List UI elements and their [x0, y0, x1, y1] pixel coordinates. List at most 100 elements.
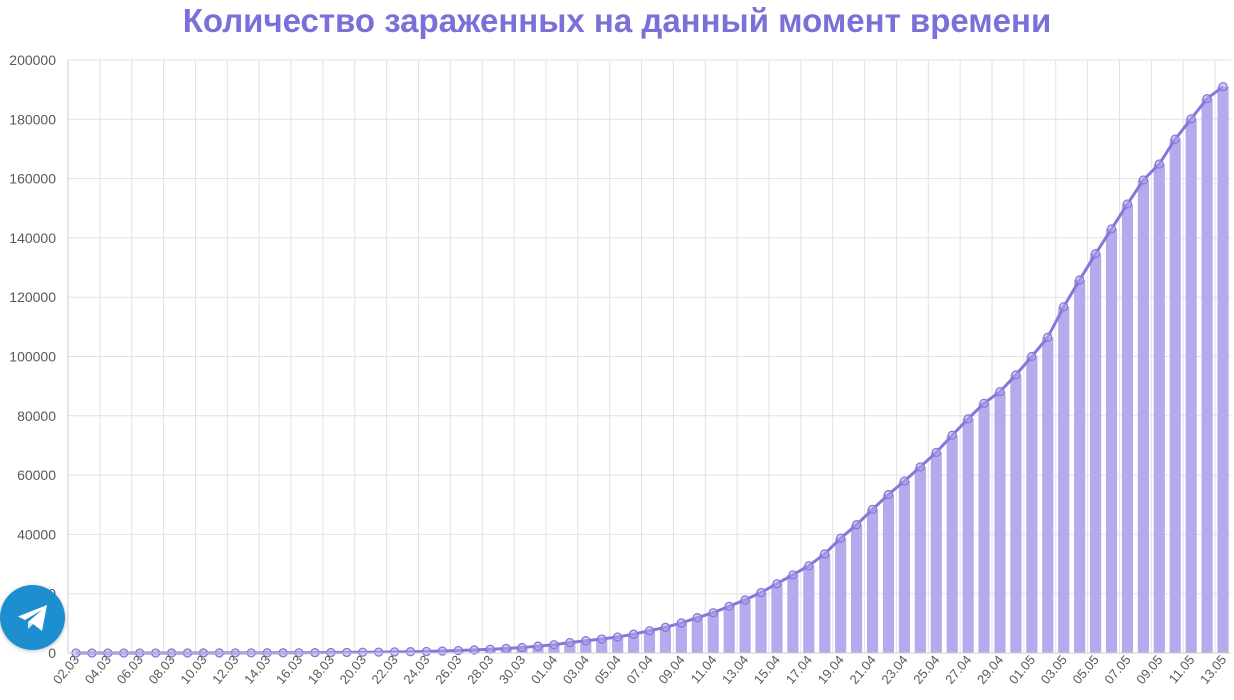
y-tick-label: 100000 [9, 349, 56, 365]
line-series [71, 82, 1228, 658]
x-tick-label: 28.03 [464, 652, 496, 687]
data-point [724, 601, 734, 611]
data-point [1106, 224, 1117, 234]
bar [1169, 139, 1181, 653]
data-point [421, 646, 432, 657]
x-tick-label: 20.03 [337, 652, 369, 687]
bar [882, 494, 895, 653]
x-tick-label: 18.03 [305, 652, 337, 687]
x-tick-label: 19.04 [815, 652, 847, 687]
bar [898, 481, 910, 653]
y-tick-label: 80000 [17, 408, 56, 424]
bar [1010, 374, 1022, 653]
chart-axes [67, 60, 1231, 654]
bar [1153, 163, 1165, 654]
bar [596, 638, 608, 653]
data-point [549, 640, 559, 650]
data-point [1090, 249, 1101, 259]
bar [723, 606, 735, 653]
bar [643, 630, 656, 653]
data-point [867, 504, 878, 515]
x-tick-label: 09.05 [1133, 652, 1165, 687]
data-point [358, 647, 368, 657]
x-tick-label: 11.05 [1166, 652, 1198, 686]
x-tick-label: 07.05 [1101, 652, 1133, 687]
x-tick-label: 06.03 [114, 652, 146, 687]
y-tick-label: 0 [48, 645, 56, 661]
data-point [565, 637, 575, 648]
data-point [851, 520, 862, 530]
bar [771, 583, 783, 653]
x-axis-ticks: 02.03 04.03 06.03 08.03 10.03 12.03 14.03 16.03… [50, 652, 1229, 687]
bar [787, 574, 799, 653]
x-tick-label: 30.03 [496, 652, 528, 687]
data-point [692, 613, 702, 623]
data-point [660, 622, 671, 632]
bar [659, 627, 672, 653]
data-point [883, 489, 894, 500]
data-point [1027, 351, 1037, 362]
bar [707, 612, 719, 653]
y-tick-label: 60000 [17, 467, 56, 483]
x-tick-label: 05.04 [592, 652, 624, 687]
x-tick-label: 10.03 [177, 652, 209, 687]
x-tick-label: 29.04 [974, 652, 1006, 687]
data-point [1170, 134, 1180, 144]
data-point [740, 595, 750, 605]
x-tick-label: 13.04 [719, 652, 751, 687]
bar [627, 634, 640, 653]
x-tick-label: 03.05 [1038, 652, 1070, 687]
data-point [947, 430, 957, 440]
data-point [979, 398, 989, 408]
chart-grid [67, 59, 1231, 654]
data-point [437, 646, 448, 656]
data-point [1218, 82, 1228, 92]
bar [1042, 337, 1054, 653]
bar [1185, 118, 1197, 653]
bar [1137, 179, 1149, 653]
data-point [899, 476, 910, 486]
x-tick-label: 23.04 [878, 652, 910, 687]
bar [612, 637, 624, 653]
x-tick-label: 21.04 [846, 652, 878, 687]
data-point [1202, 93, 1212, 104]
bar [851, 524, 863, 653]
x-tick-label: 26.03 [432, 652, 464, 687]
x-tick-label: 12.03 [209, 652, 241, 687]
bar [803, 565, 815, 653]
bar [1105, 228, 1118, 653]
bar [819, 553, 831, 653]
y-tick-label: 120000 [9, 289, 56, 305]
data-point [915, 462, 925, 472]
data-point [963, 414, 973, 424]
y-tick-label: 200000 [9, 52, 56, 68]
data-point [644, 626, 655, 636]
data-point [469, 645, 479, 655]
data-point [342, 647, 352, 658]
bar-series [70, 86, 1229, 654]
data-point [1043, 332, 1053, 342]
data-point [676, 618, 687, 628]
x-tick-label: 14.03 [241, 652, 273, 687]
data-point [597, 634, 607, 644]
y-tick-label: 40000 [17, 526, 56, 542]
bar [866, 509, 879, 653]
chart-title: Количество зараженных на данный момент в… [182, 2, 1052, 39]
y-tick-label: 180000 [9, 111, 56, 127]
data-point [931, 447, 941, 458]
bar [1026, 356, 1038, 653]
x-tick-label: 04.03 [82, 652, 114, 687]
data-point [1011, 370, 1021, 380]
y-tick-label: 160000 [9, 171, 56, 187]
bar [564, 642, 576, 653]
y-tick-label: 140000 [9, 230, 56, 246]
x-tick-label: 11.04 [688, 652, 720, 686]
bar [946, 435, 958, 653]
bar [994, 391, 1006, 653]
bar [755, 592, 767, 653]
x-tick-label: 25.04 [910, 652, 942, 687]
telegram-share-button[interactable] [0, 585, 65, 650]
data-point [1122, 199, 1133, 209]
x-tick-label: 22.03 [368, 652, 400, 687]
